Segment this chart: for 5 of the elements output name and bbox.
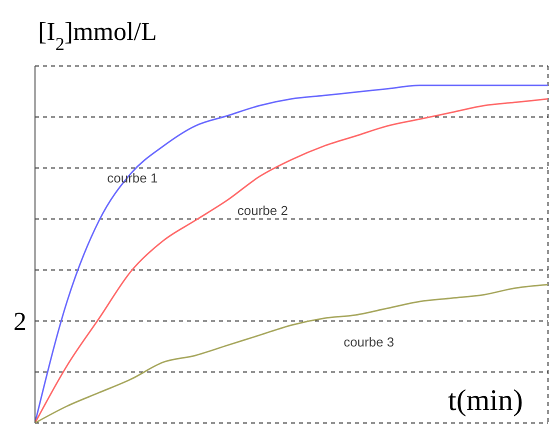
y-axis-title: [I$_{2}$]mmol/L xyxy=(38,17,157,54)
series-label: courbe 3 xyxy=(344,334,394,350)
x-axis-title: t(min) xyxy=(448,384,523,417)
series-label: courbe 2 xyxy=(237,203,288,218)
text: 2 xyxy=(14,307,26,336)
